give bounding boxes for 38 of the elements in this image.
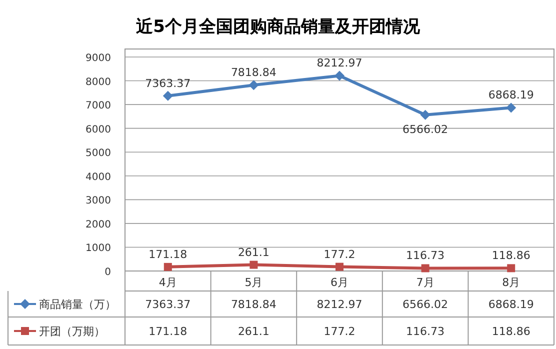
annotation: 118.86 [492,249,530,262]
y-tick-label: 8000 [86,76,111,88]
annotation: 116.73 [406,249,445,262]
data-label: 118.86 [492,325,530,338]
x-tick-label: 8月 [502,276,520,289]
x-tick-label: 7月 [416,276,434,289]
data-label: 8212.97 [316,298,362,311]
x-tick-label: 4月 [158,276,177,289]
chart-title: 近5个月全国团购商品销量及开团情况 [135,17,421,37]
legend-label: 商品销量（万） [39,298,116,311]
annotation: 7818.84 [230,66,276,80]
data-label: 6868.19 [488,298,534,311]
data-label: 116.73 [406,325,445,338]
data-label: 171.18 [148,325,188,338]
data-label: 177.2 [324,325,356,338]
annotation: 171.18 [148,248,188,261]
y-tick-label: 1000 [86,243,111,254]
legend-label: 开团（万期） [39,325,105,338]
data-label: 7818.84 [230,298,276,311]
y-tick-label: 3000 [86,196,111,207]
x-tick-label: 6月 [330,276,348,289]
annotation: 6868.19 [488,88,534,102]
y-tick-label: 0 [104,267,111,278]
annotation: 177.2 [324,248,356,261]
annotation: 261.1 [238,246,270,259]
y-tick-label: 5000 [86,148,111,160]
data-label: 7363.37 [145,298,191,311]
y-tick-label: 4000 [86,172,111,183]
y-tick-label: 2000 [86,219,111,230]
data-label: 261.1 [238,325,270,338]
y-tick-label: 6000 [86,124,111,136]
annotation: 6566.02 [402,122,448,136]
annotation: 8212.97 [316,56,362,70]
x-tick-label: 5月 [244,276,263,289]
data-label: 6566.02 [402,298,448,311]
y-tick-label: 7000 [86,100,111,112]
annotation: 7363.37 [145,76,191,90]
y-tick-label: 9000 [86,53,111,64]
